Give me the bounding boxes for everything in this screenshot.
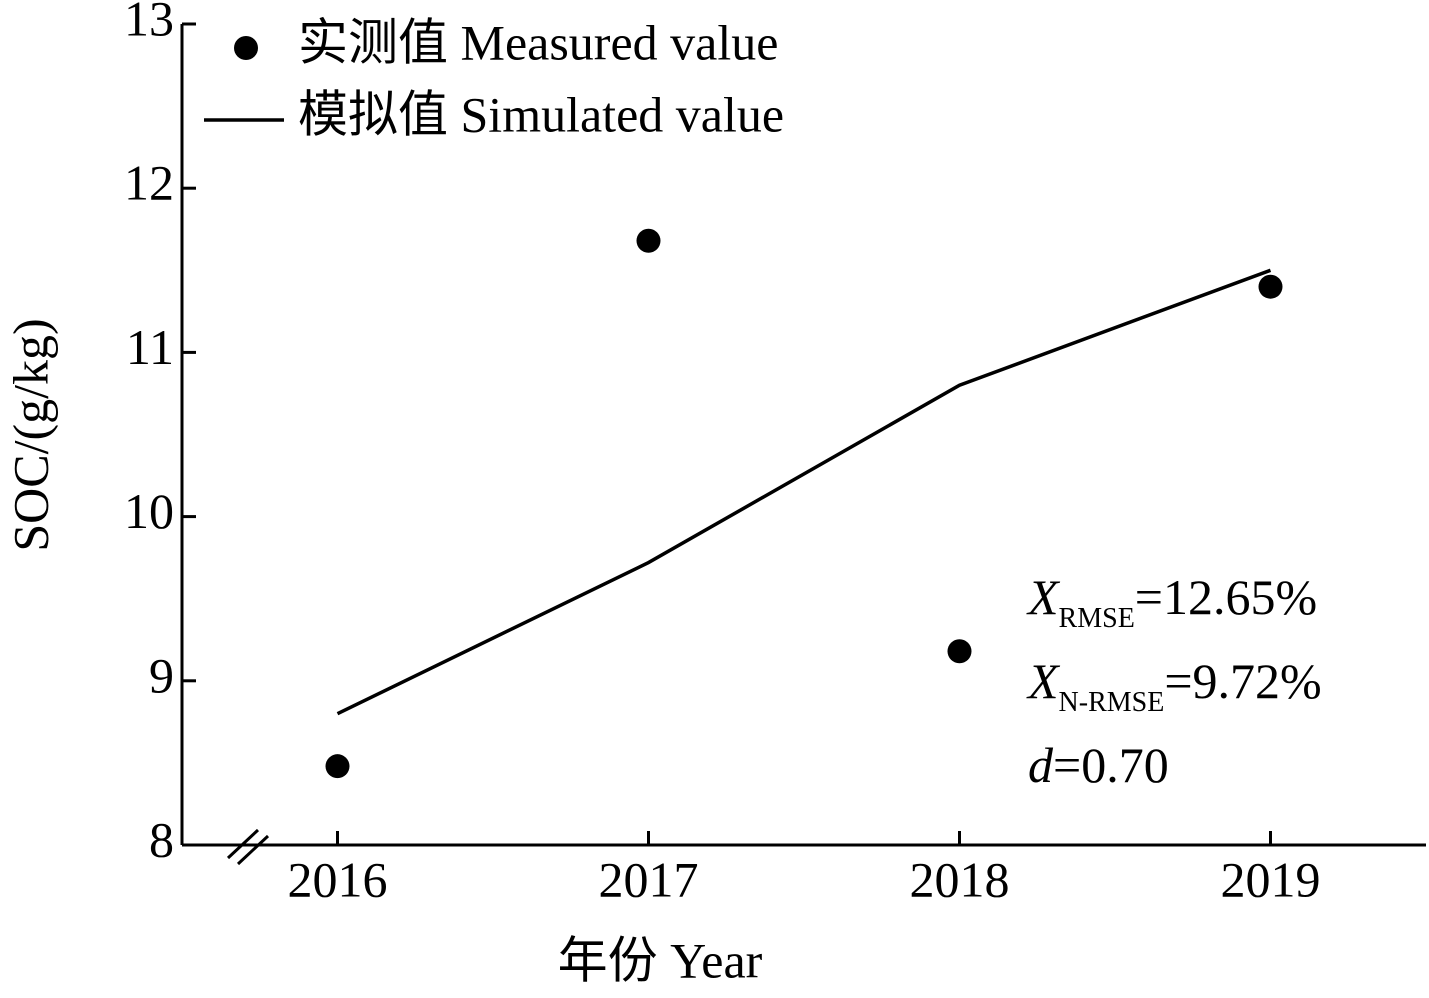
legend-label: 模拟值 Simulated value [298, 86, 784, 142]
annotation: XN-RMSE=9.72% [1026, 653, 1322, 718]
x-axis-label: 年份 Year [558, 932, 763, 988]
y-tick-label: 12 [124, 155, 174, 211]
annotation-symbol: X [1026, 569, 1061, 625]
y-tick-label: 9 [149, 647, 174, 703]
x-tick-label: 2019 [1221, 851, 1321, 907]
line [336, 268, 1272, 716]
annotation-text: =0.70 [1053, 737, 1169, 793]
y-tick-label: 13 [124, 0, 174, 46]
point [325, 754, 350, 779]
y-axis-label: SOC/(g/kg) [2, 318, 58, 551]
point [947, 639, 972, 664]
annotation-text: =12.65% [1135, 569, 1317, 625]
legend-marker [234, 36, 258, 60]
annotation-subscript: N-RMSE [1059, 687, 1165, 718]
x-tick-label: 2016 [288, 851, 388, 907]
legend-label: 实测值 Measured value [298, 14, 778, 70]
point [636, 228, 661, 253]
axis-break [226, 828, 270, 866]
x-tick-label: 2018 [910, 851, 1010, 907]
annotation-symbol: d [1028, 737, 1054, 793]
x-tick-label: 2017 [599, 851, 699, 907]
y-tick-label: 8 [149, 811, 174, 867]
y-tick-label: 11 [126, 319, 174, 375]
point [1258, 274, 1283, 299]
annotation: d=0.70 [1028, 737, 1169, 793]
annotation-text: =9.72% [1164, 653, 1321, 709]
annotation-symbol: X [1026, 653, 1061, 709]
annotation: XRMSE=12.65% [1026, 569, 1317, 634]
annotation-subscript: RMSE [1059, 603, 1135, 634]
y-tick-label: 10 [124, 483, 174, 539]
